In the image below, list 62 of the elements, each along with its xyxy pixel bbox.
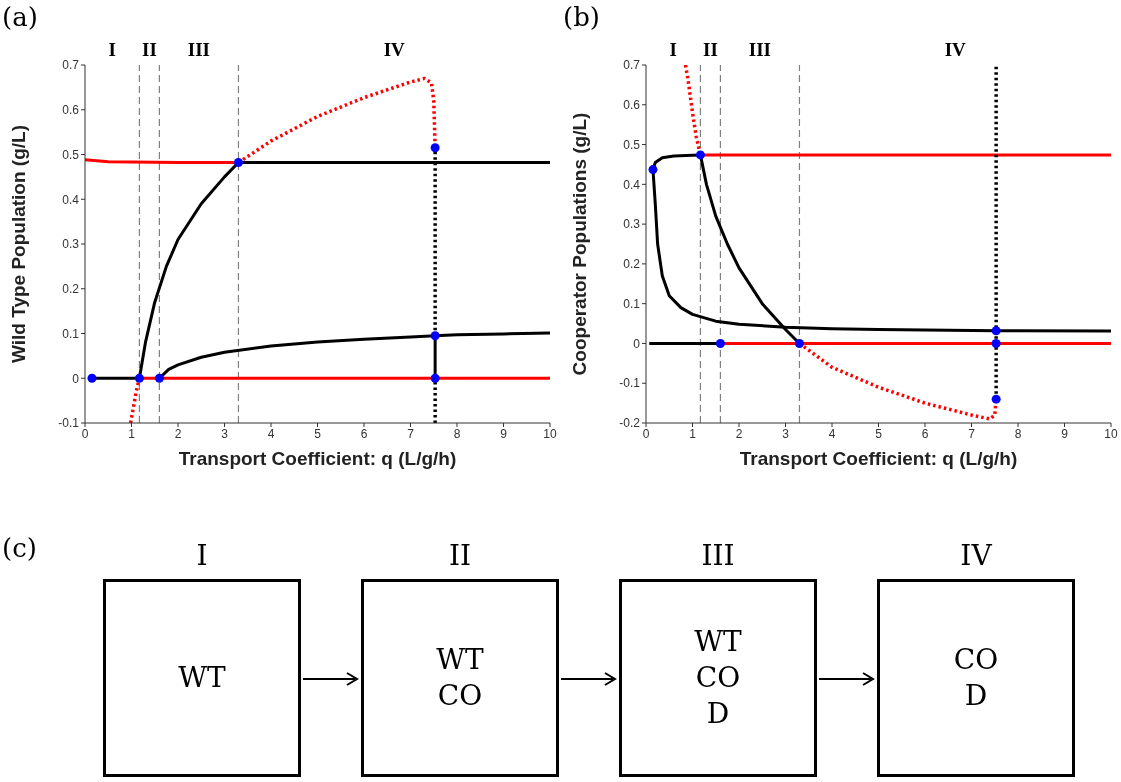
- y-tick-label: 0.5: [62, 147, 80, 162]
- y-axis-title: Wild Type Population (g/L): [7, 124, 29, 364]
- text: III: [186, 39, 211, 61]
- text: II: [141, 39, 158, 61]
- x-tick-label: 9: [500, 426, 508, 441]
- x-tick-label: 1: [128, 426, 136, 441]
- chart-title: (b): [563, 2, 600, 32]
- stage-box: WT: [103, 579, 301, 777]
- stage-box: WT CO D: [619, 579, 817, 777]
- x-tick-label: 7: [407, 426, 415, 441]
- stage-box: WT CO: [361, 579, 559, 777]
- y-tick-label: 0.2: [623, 257, 641, 272]
- text: IV: [943, 39, 967, 61]
- chart-title: (a): [2, 2, 38, 32]
- x-axis-title: Transport Coefficient: q (L/g/h): [178, 448, 457, 469]
- category-label: II: [447, 539, 473, 572]
- x-tick-label: 3: [782, 426, 790, 441]
- text: II: [702, 39, 719, 61]
- y-tick-label: 0: [72, 371, 80, 386]
- y-tick-label: 0.7: [62, 58, 80, 73]
- text: I: [107, 39, 117, 61]
- x-tick-label: 5: [875, 426, 883, 441]
- y-tick-label: -0.2: [619, 416, 641, 431]
- x-tick-label: 4: [267, 426, 275, 441]
- x-tick-label: 2: [174, 426, 182, 441]
- category-label: III: [700, 539, 736, 572]
- y-tick-label: 0.6: [62, 103, 80, 118]
- y-tick-label: 0.6: [623, 98, 641, 113]
- y-axis-title: Cooperator Populations (g/L): [568, 112, 590, 376]
- y-tick-label: 0.3: [62, 237, 80, 252]
- text: I: [668, 39, 678, 61]
- y-tick-label: 0.1: [62, 326, 80, 341]
- y-tick-label: 0.4: [62, 192, 80, 207]
- x-tick-label: 6: [360, 426, 368, 441]
- text: IV: [382, 39, 406, 61]
- y-tick-label: 0.4: [623, 177, 641, 192]
- x-tick-label: 3: [221, 426, 229, 441]
- y-tick-label: 0.2: [62, 282, 80, 297]
- y-tick-label: 0.5: [623, 137, 641, 152]
- y-tick-label: 0.7: [623, 58, 641, 73]
- x-tick-label: 6: [921, 426, 929, 441]
- x-tick-label: 9: [1061, 426, 1069, 441]
- x-tick-label: 10: [1104, 426, 1118, 441]
- category-label: IV: [959, 539, 993, 572]
- y-tick-label: -0.1: [58, 416, 80, 431]
- x-tick-label: 4: [828, 426, 836, 441]
- category-label: I: [195, 539, 209, 572]
- y-tick-label: 0: [633, 336, 641, 351]
- x-tick-label: 8: [453, 426, 461, 441]
- x-axis-title: Transport Coefficient: q (L/g/h): [739, 448, 1018, 469]
- text: (c): [2, 533, 37, 563]
- stage-box: CO D: [877, 579, 1075, 777]
- x-tick-label: 7: [968, 426, 976, 441]
- x-tick-label: 5: [314, 426, 322, 441]
- y-tick-label: 0.3: [623, 217, 641, 232]
- x-tick-label: 2: [735, 426, 743, 441]
- text: III: [747, 39, 772, 61]
- y-tick-label: -0.1: [619, 376, 641, 391]
- x-tick-label: 8: [1014, 426, 1022, 441]
- x-tick-label: 10: [543, 426, 557, 441]
- x-tick-label: 1: [689, 426, 697, 441]
- y-tick-label: 0.1: [623, 296, 641, 311]
